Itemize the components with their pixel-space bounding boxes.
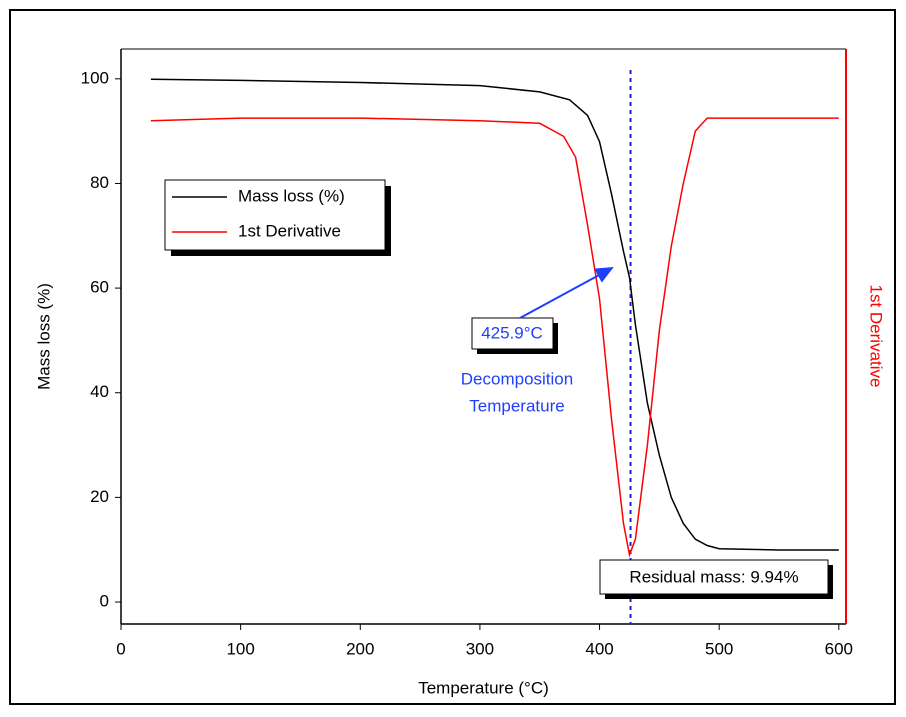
annotation-box [471,317,554,350]
x-tick-label: 200 [346,639,374,658]
x-tick-label: 300 [466,639,494,658]
decomposition-text: Decomposition [461,369,573,388]
residual-label: Residual mass: 9.94% [629,567,798,586]
y2-axis-label: 1st Derivative [867,285,886,388]
decomposition-label: 425.9°C [481,323,543,342]
annotation-arrow [519,267,614,319]
decomposition-text: Temperature [469,396,564,415]
x-tick-label: 400 [585,639,613,658]
frame [9,9,896,705]
x-tick-label: 100 [226,639,254,658]
legend-label: 1st Derivative [238,221,341,240]
y-tick-label: 0 [100,592,109,611]
residual-box [599,559,829,595]
series-line [150,78,839,551]
x-tick-label: 0 [116,639,125,658]
y-axis-label: Mass loss (%) [34,283,53,390]
series-line [150,117,839,558]
y-tick-label: 20 [90,487,109,506]
x-tick-label: 500 [705,639,733,658]
x-tick-label: 600 [825,639,853,658]
y-tick-label: 80 [90,173,109,192]
y-tick-label: 100 [81,68,109,87]
x-axis-label: Temperature (°C) [418,678,549,697]
legend-label: Mass loss (%) [238,186,345,205]
y-tick-label: 40 [90,382,109,401]
legend-box [164,179,386,251]
y-tick-label: 60 [90,278,109,297]
